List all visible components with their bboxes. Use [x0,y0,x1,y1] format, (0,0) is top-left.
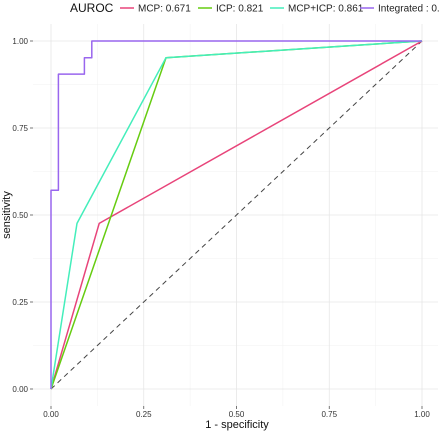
series-layer [50,40,423,390]
legend-title: AUROC [70,1,114,15]
legend: AUROC MCP: 0.671 ICP: 0.821 MCP+ICP: 0.861… [70,1,440,15]
y-tick-label: 1.00 [12,37,28,46]
series-line-3 [50,40,423,390]
series-line-4 [50,40,422,389]
legend-label-2: ICP: 0.821 [216,4,264,15]
legend-label-4: Integrated : 0.983 [378,4,440,15]
x-tick-label: 0.50 [229,410,245,419]
plot-panel [33,24,438,406]
series-line-1 [50,40,423,390]
x-tick-label: 1.00 [414,410,430,419]
x-tick-label: 0.25 [136,410,152,419]
y-tick-label: 0.25 [12,298,28,307]
x-tick-label: 0.75 [321,410,337,419]
x-tick-label: 0.00 [43,410,59,419]
x-axis-ticks: 0.00 0.25 0.50 0.75 1.00 [43,406,430,419]
y-tick-label: 0.00 [12,385,28,394]
reference-diagonal [50,40,423,390]
x-axis-title: 1 - specificity [205,419,269,431]
legend-label-3: MCP+ICP: 0.861 [288,4,364,15]
y-axis-title: sensitivity [1,191,13,239]
legend-label-1: MCP: 0.671 [138,4,191,15]
y-axis-ticks: 0.00 0.25 0.50 0.75 1.00 [12,37,33,394]
y-tick-label: 0.75 [12,124,28,133]
y-tick-label: 0.50 [12,211,28,220]
